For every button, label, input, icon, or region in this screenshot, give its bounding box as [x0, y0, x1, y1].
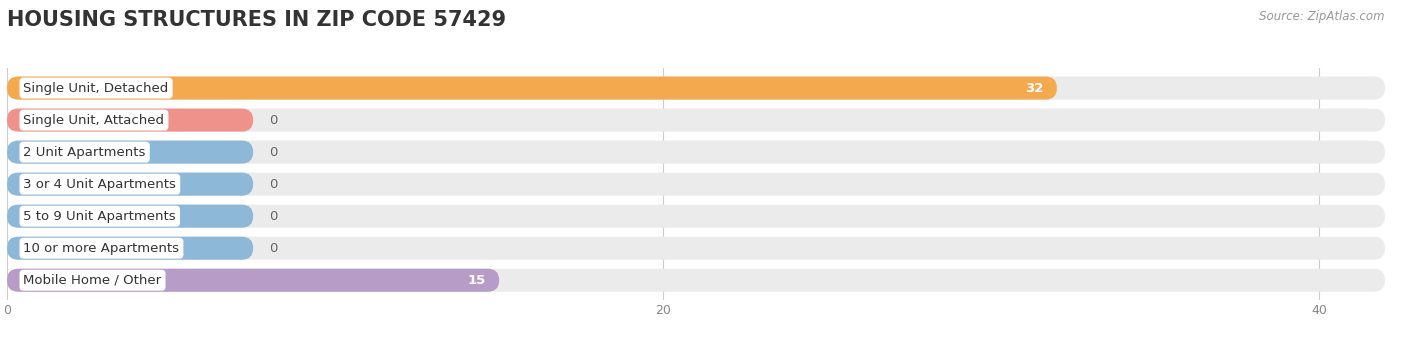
Text: 0: 0 [270, 210, 278, 223]
FancyBboxPatch shape [7, 140, 253, 164]
FancyBboxPatch shape [7, 76, 1385, 100]
Text: 0: 0 [270, 242, 278, 255]
FancyBboxPatch shape [7, 237, 253, 260]
FancyBboxPatch shape [7, 76, 1057, 100]
Text: 2 Unit Apartments: 2 Unit Apartments [24, 146, 146, 159]
Text: Source: ZipAtlas.com: Source: ZipAtlas.com [1260, 10, 1385, 23]
FancyBboxPatch shape [7, 173, 253, 196]
FancyBboxPatch shape [7, 108, 1385, 132]
Text: 5 to 9 Unit Apartments: 5 to 9 Unit Apartments [24, 210, 176, 223]
FancyBboxPatch shape [7, 237, 1385, 260]
Text: 10 or more Apartments: 10 or more Apartments [24, 242, 180, 255]
Text: 32: 32 [1025, 81, 1043, 94]
Text: 0: 0 [270, 178, 278, 191]
FancyBboxPatch shape [7, 269, 1385, 292]
Text: Mobile Home / Other: Mobile Home / Other [24, 274, 162, 287]
FancyBboxPatch shape [7, 173, 1385, 196]
FancyBboxPatch shape [7, 205, 253, 228]
Text: 3 or 4 Unit Apartments: 3 or 4 Unit Apartments [24, 178, 176, 191]
FancyBboxPatch shape [7, 140, 1385, 164]
FancyBboxPatch shape [7, 205, 1385, 228]
FancyBboxPatch shape [7, 269, 499, 292]
Text: 0: 0 [270, 114, 278, 127]
Text: HOUSING STRUCTURES IN ZIP CODE 57429: HOUSING STRUCTURES IN ZIP CODE 57429 [7, 10, 506, 30]
Text: Single Unit, Detached: Single Unit, Detached [24, 81, 169, 94]
FancyBboxPatch shape [7, 108, 253, 132]
Text: 0: 0 [270, 146, 278, 159]
Text: 15: 15 [468, 274, 486, 287]
Text: Single Unit, Attached: Single Unit, Attached [24, 114, 165, 127]
